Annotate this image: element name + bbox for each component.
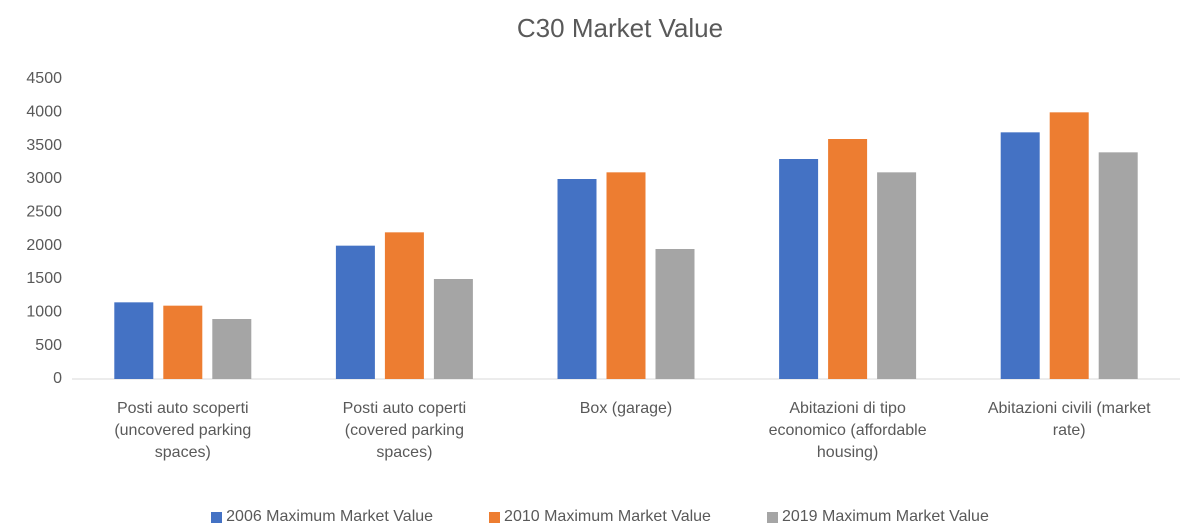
x-tick-label-box: Posti auto coperti (covered parking spac… <box>342 400 467 461</box>
y-tick-label: 500 <box>35 337 62 354</box>
x-tick-label: Abitazioni di tipo economico (affordable… <box>768 400 927 461</box>
x-tick-label-box: Posti auto scoperti (uncovered parking s… <box>114 400 252 461</box>
bar <box>114 302 154 379</box>
x-tick-label-box: Abitazioni di tipo economico (affordable… <box>768 400 927 461</box>
legend-item: 2019 Maximum Market Value <box>766 508 989 526</box>
bar <box>1000 132 1040 379</box>
bar <box>779 159 819 379</box>
legend-label: 2010 Maximum Market Value <box>504 508 711 525</box>
bar <box>1098 152 1138 379</box>
bar <box>1049 112 1089 379</box>
x-tick-label: Abitazioni civili (market rate) <box>987 400 1151 439</box>
y-tick-label: 2000 <box>26 237 62 254</box>
x-tick-label: Box (garage) <box>579 400 673 417</box>
x-tick-label: Posti auto coperti (covered parking spac… <box>342 400 467 461</box>
bar <box>335 245 375 379</box>
legend-item: 2010 Maximum Market Value <box>489 508 711 526</box>
y-tick-label: 3500 <box>26 137 62 154</box>
y-tick-label: 0 <box>53 370 62 387</box>
bar <box>163 305 203 379</box>
y-tick-label: 4500 <box>26 70 62 87</box>
bar <box>384 232 424 379</box>
bar <box>212 319 252 379</box>
y-tick-label: 2500 <box>26 204 62 221</box>
bar <box>828 139 868 379</box>
bar <box>606 172 646 379</box>
legend-swatch <box>211 511 223 523</box>
x-tick-label: Posti auto scoperti (uncovered parking s… <box>114 400 252 461</box>
x-tick-label-box: Box (garage) <box>579 400 673 417</box>
legend-label: 2019 Maximum Market Value <box>781 508 989 525</box>
legend-swatch <box>489 511 501 523</box>
bar <box>433 279 473 379</box>
legend-item: 2006 Maximum Market Value <box>211 508 433 526</box>
chart-title: C30 Market Value <box>517 13 723 43</box>
y-tick-label: 4000 <box>26 104 62 121</box>
y-tick-label: 1000 <box>26 304 62 321</box>
x-tick-label-box: Abitazioni civili (market rate) <box>987 400 1151 439</box>
bar <box>877 172 917 379</box>
y-tick-label: 1500 <box>26 270 62 287</box>
bar <box>557 179 597 379</box>
legend-swatch <box>766 511 778 523</box>
y-tick-label: 3000 <box>26 170 62 187</box>
bar <box>655 249 695 379</box>
legend: 2006 Maximum Market Value 2010 Maximum Ma… <box>0 508 1200 526</box>
legend-label: 2006 Maximum Market Value <box>226 508 434 525</box>
